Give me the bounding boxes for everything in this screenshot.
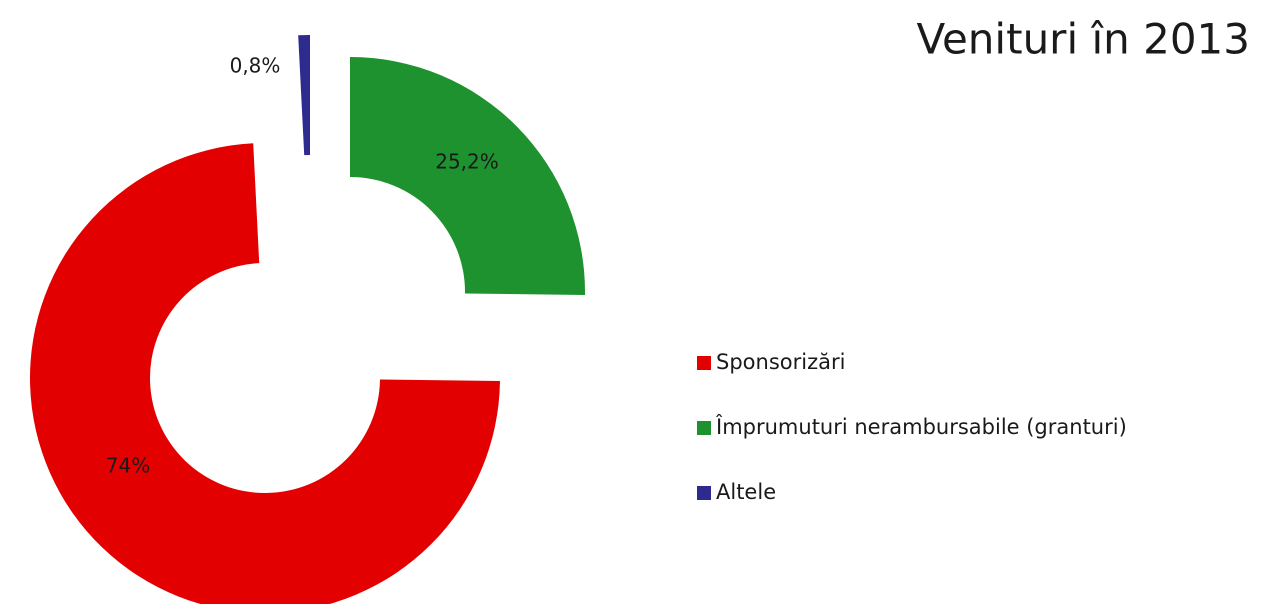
data-label: 74% (106, 454, 150, 478)
legend-label: Împrumuturi nerambursabile (granturi) (715, 414, 1127, 439)
donut-slice (298, 35, 310, 156)
data-label: 0,8% (230, 54, 281, 78)
legend-label: Altele (716, 480, 776, 504)
donut-slice (30, 143, 500, 604)
legend-swatch (697, 356, 711, 370)
donut-slice (350, 57, 585, 295)
data-label: 25,2% (435, 150, 499, 174)
legend-label: Sponsorizări (716, 350, 845, 374)
legend-swatch (697, 486, 711, 500)
chart-title: Venituri în 2013 (917, 15, 1251, 64)
legend-swatch (697, 421, 711, 435)
